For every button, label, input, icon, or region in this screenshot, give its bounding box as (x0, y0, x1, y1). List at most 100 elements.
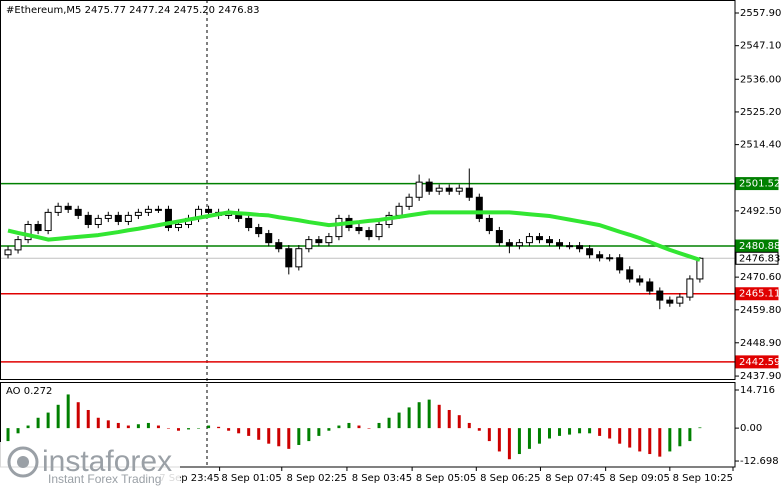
candle-body (365, 230, 373, 238)
ao-bar (46, 412, 50, 429)
ao-bar (507, 428, 511, 460)
candle-body (14, 239, 22, 251)
y-tick-label: 2514.40 (740, 140, 781, 151)
ao-bar (618, 428, 622, 444)
ao-bar (467, 422, 471, 429)
ao-bar (648, 428, 652, 455)
candle-body (355, 227, 363, 232)
watermark-logo (7, 446, 39, 478)
candle-body (556, 242, 564, 247)
ao-bar (277, 428, 281, 447)
x-tick-label: 8 Sep 06:25 (480, 473, 540, 484)
candle-body (24, 223, 32, 241)
level-label: 2442.59 (739, 357, 780, 368)
candle-body (545, 239, 553, 244)
candle-body (205, 208, 213, 213)
ao-bar (658, 428, 662, 457)
level-label: 2476.83 (739, 253, 780, 264)
candle-body (606, 257, 614, 260)
candle-body (465, 187, 473, 198)
candle-body (616, 257, 624, 271)
candle-body (154, 208, 162, 211)
candle-body (535, 236, 543, 241)
ao-bar (437, 404, 441, 429)
candle-body (445, 187, 453, 192)
y-tick-label: 2557.90 (740, 8, 781, 19)
ao-bar (257, 428, 261, 440)
candle-body (335, 217, 343, 238)
ao-bar (267, 428, 271, 444)
x-tick-label: 7 Sep 23:45 (159, 473, 219, 484)
ao-bar (247, 428, 251, 436)
watermark-tagline: Instant Forex Trading (48, 472, 161, 486)
ao-bar (578, 428, 582, 434)
candle-body (596, 254, 604, 259)
candle-body (415, 181, 423, 198)
ao-bar (126, 425, 130, 429)
ao-bar (588, 428, 592, 434)
x-tick-label: 8 Sep 02:25 (287, 473, 347, 484)
ao-bar (688, 428, 692, 442)
candle-body (54, 205, 62, 213)
candle-body (124, 214, 132, 222)
x-tick-label: 8 Sep 10:25 (673, 473, 733, 484)
ao-bar (146, 422, 150, 429)
ao-y-tick-label: 14.716 (740, 385, 775, 396)
ao-bar (377, 422, 381, 429)
ao-bar (26, 425, 30, 429)
candle-body (505, 242, 513, 247)
candle-body (255, 227, 263, 235)
y-tick-label: 2437.90 (740, 371, 781, 382)
candle-body (305, 239, 313, 250)
candle-body (525, 236, 533, 244)
ao-bar (197, 428, 201, 429)
ao-bar (66, 394, 70, 429)
candle-body (626, 269, 634, 280)
y-tick-label: 2459.80 (740, 305, 781, 316)
candle-body (164, 208, 172, 229)
candle-body (174, 223, 182, 229)
ao-bar (698, 427, 702, 429)
candle-body (74, 208, 82, 216)
y-tick-label: 2536.00 (740, 74, 781, 85)
ao-bar (527, 428, 531, 449)
candle-body (315, 239, 323, 244)
candle-body (666, 299, 674, 304)
ao-bar (668, 428, 672, 452)
ao-bar (598, 428, 602, 436)
x-tick-label: 8 Sep 09:05 (609, 473, 669, 484)
ao-bar (116, 422, 120, 429)
level-label-bg (735, 287, 779, 301)
ao-bar (487, 428, 491, 442)
candle-body (94, 217, 102, 225)
ao-bar (407, 407, 411, 429)
ao-bar (217, 426, 221, 429)
ao-bar (307, 428, 311, 442)
candle-body (425, 181, 433, 192)
candle-body (566, 245, 574, 248)
x-tick-label: 8 Sep 03:45 (352, 473, 412, 484)
ao-bar (106, 420, 110, 429)
x-tick-label: 8 Sep 05:05 (416, 473, 476, 484)
ao-bar (608, 428, 612, 439)
ao-bar (136, 424, 140, 429)
ao-bar (497, 428, 501, 452)
ao-bar (367, 428, 371, 429)
level-label: 2501.52 (739, 179, 780, 190)
ao-bar (547, 428, 551, 439)
ao-bar (327, 428, 331, 431)
level-label: 2465.11 (739, 289, 780, 300)
candle-body (676, 296, 684, 304)
level-label-bg (735, 177, 779, 191)
ao-bar (166, 428, 170, 429)
candle-body (495, 230, 503, 244)
ao-bar (237, 428, 241, 434)
ao-bar (517, 428, 521, 455)
candle-body (435, 187, 443, 192)
candle-body (636, 278, 644, 283)
ao-bar (156, 425, 160, 429)
ao-bar (638, 428, 642, 452)
ao-bar (317, 428, 321, 436)
ao-bar (227, 428, 231, 431)
